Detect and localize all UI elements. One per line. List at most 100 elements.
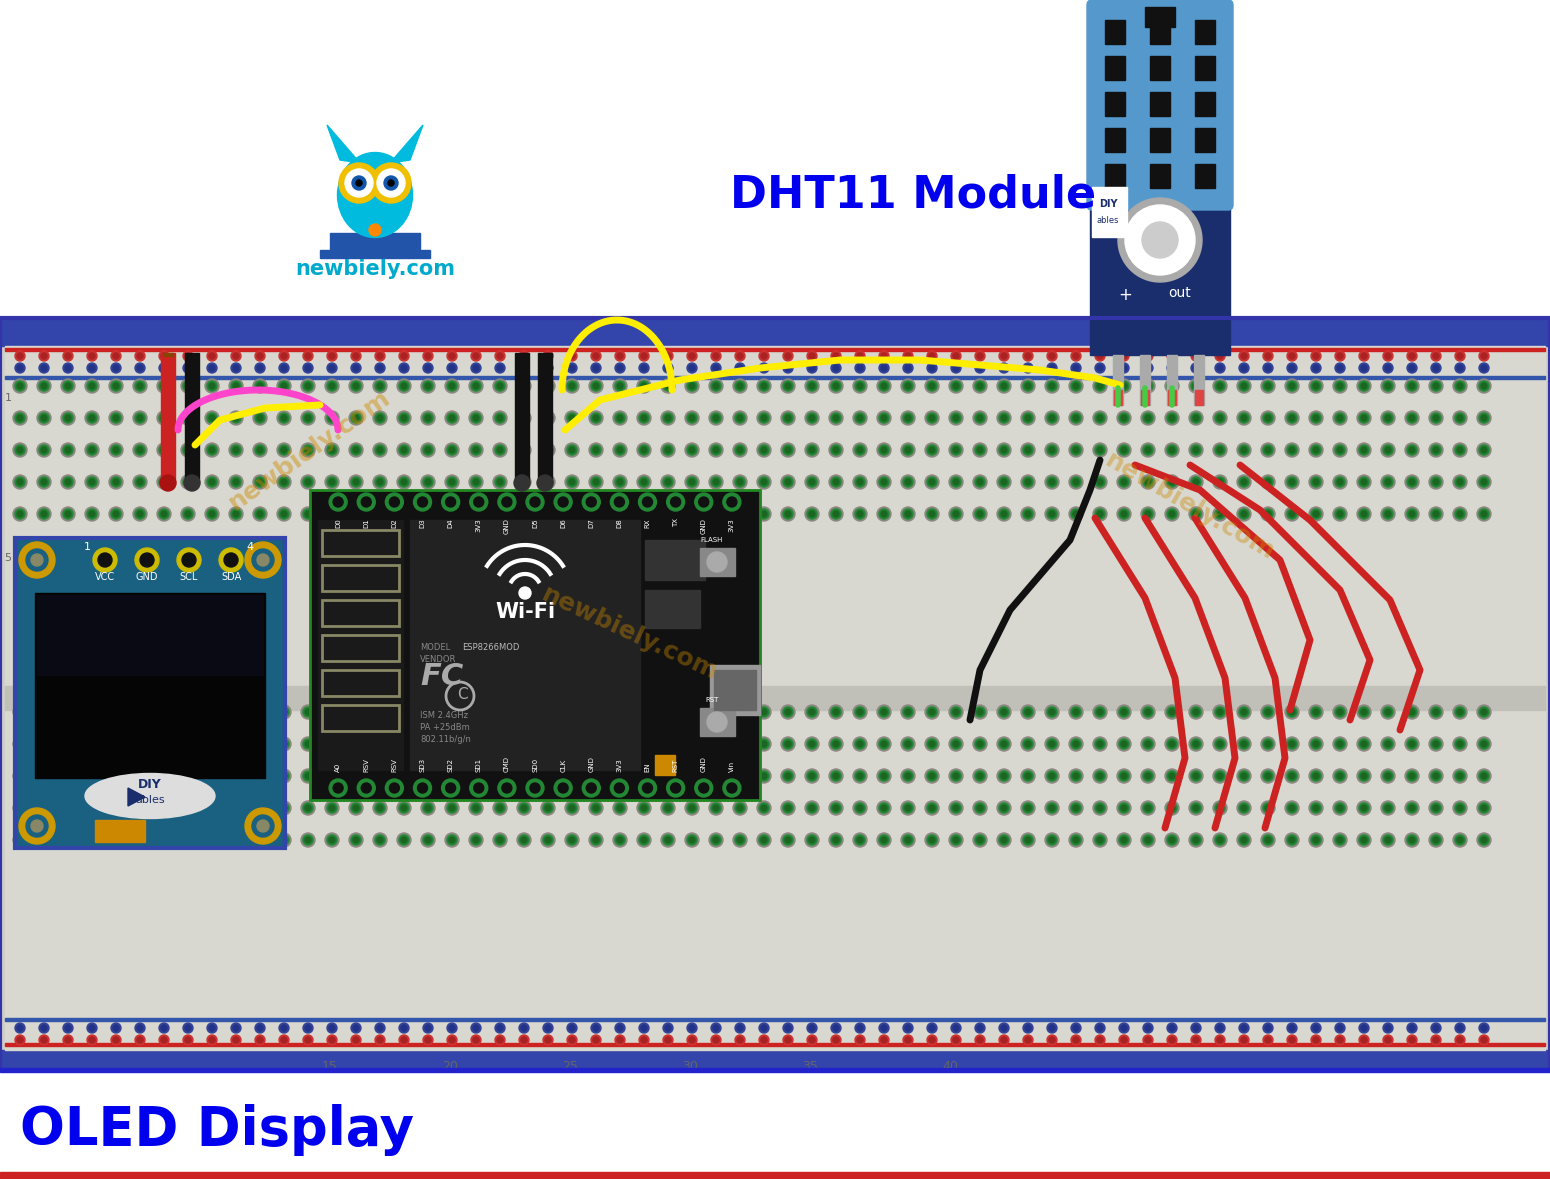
Text: D7: D7 xyxy=(589,518,594,528)
Circle shape xyxy=(760,363,769,373)
Circle shape xyxy=(1286,444,1297,455)
Circle shape xyxy=(808,771,817,780)
Circle shape xyxy=(133,737,147,751)
Circle shape xyxy=(542,835,553,845)
Circle shape xyxy=(1361,740,1367,747)
Bar xyxy=(1195,390,1203,406)
Circle shape xyxy=(1169,837,1175,843)
Circle shape xyxy=(1021,507,1035,521)
Circle shape xyxy=(422,411,436,424)
Circle shape xyxy=(904,739,913,749)
Circle shape xyxy=(567,363,577,373)
Circle shape xyxy=(857,773,863,779)
Circle shape xyxy=(1434,709,1438,714)
Circle shape xyxy=(302,771,313,780)
Text: 40: 40 xyxy=(942,1060,958,1073)
Circle shape xyxy=(615,771,625,780)
Circle shape xyxy=(64,739,73,749)
Circle shape xyxy=(586,498,597,507)
Circle shape xyxy=(735,771,746,780)
Circle shape xyxy=(637,769,651,783)
Circle shape xyxy=(713,365,719,371)
Circle shape xyxy=(494,477,505,487)
Circle shape xyxy=(733,834,747,847)
Circle shape xyxy=(1407,351,1417,361)
Circle shape xyxy=(17,773,23,779)
Circle shape xyxy=(1455,835,1465,845)
Circle shape xyxy=(617,479,623,485)
Circle shape xyxy=(257,709,264,714)
Circle shape xyxy=(1238,771,1249,780)
Circle shape xyxy=(161,353,167,358)
Circle shape xyxy=(617,415,623,421)
Circle shape xyxy=(975,1023,984,1033)
Circle shape xyxy=(663,771,673,780)
Circle shape xyxy=(708,769,722,783)
Circle shape xyxy=(1118,198,1201,282)
Circle shape xyxy=(1025,479,1031,485)
Circle shape xyxy=(594,773,598,779)
Circle shape xyxy=(1046,413,1057,423)
Circle shape xyxy=(1311,1035,1321,1045)
Circle shape xyxy=(976,837,983,843)
Circle shape xyxy=(208,509,217,519)
Circle shape xyxy=(281,365,287,371)
Circle shape xyxy=(569,479,575,485)
Circle shape xyxy=(256,771,265,780)
Circle shape xyxy=(925,705,939,719)
Circle shape xyxy=(1238,707,1249,717)
Circle shape xyxy=(1049,1038,1056,1043)
Circle shape xyxy=(356,493,375,511)
Circle shape xyxy=(470,493,488,511)
Circle shape xyxy=(1262,443,1276,457)
Bar xyxy=(1139,355,1150,406)
Circle shape xyxy=(904,771,913,780)
Circle shape xyxy=(783,739,794,749)
Bar xyxy=(1150,164,1170,187)
Circle shape xyxy=(87,835,98,845)
Circle shape xyxy=(1045,443,1059,457)
Circle shape xyxy=(1290,1038,1294,1043)
Circle shape xyxy=(1073,479,1079,485)
Circle shape xyxy=(1311,351,1321,361)
Circle shape xyxy=(567,739,577,749)
Circle shape xyxy=(1097,709,1104,714)
Circle shape xyxy=(925,411,939,424)
Circle shape xyxy=(901,769,914,783)
Circle shape xyxy=(736,447,742,453)
Circle shape xyxy=(40,1038,46,1043)
Circle shape xyxy=(857,365,863,371)
Circle shape xyxy=(1452,737,1466,751)
Circle shape xyxy=(1093,475,1107,489)
Circle shape xyxy=(542,803,553,814)
Circle shape xyxy=(639,779,657,797)
Circle shape xyxy=(1169,511,1175,518)
Circle shape xyxy=(1217,837,1223,843)
Circle shape xyxy=(642,383,646,389)
Circle shape xyxy=(1145,353,1152,358)
Circle shape xyxy=(386,493,403,511)
Circle shape xyxy=(831,835,842,845)
Bar xyxy=(1195,55,1215,80)
Text: EN: EN xyxy=(645,763,651,772)
Circle shape xyxy=(1141,769,1155,783)
Circle shape xyxy=(927,509,938,519)
Circle shape xyxy=(87,413,98,423)
Circle shape xyxy=(1238,413,1249,423)
Circle shape xyxy=(905,773,911,779)
Circle shape xyxy=(542,351,553,361)
Circle shape xyxy=(37,443,51,457)
Circle shape xyxy=(1338,415,1342,421)
Circle shape xyxy=(352,176,366,190)
Circle shape xyxy=(1286,413,1297,423)
Circle shape xyxy=(1238,803,1249,814)
Circle shape xyxy=(1434,511,1438,518)
Circle shape xyxy=(135,771,146,780)
Circle shape xyxy=(1452,443,1466,457)
Circle shape xyxy=(471,509,480,519)
Circle shape xyxy=(542,363,553,373)
Circle shape xyxy=(1001,415,1008,421)
Circle shape xyxy=(949,834,963,847)
Circle shape xyxy=(781,378,795,393)
Circle shape xyxy=(257,1038,264,1043)
